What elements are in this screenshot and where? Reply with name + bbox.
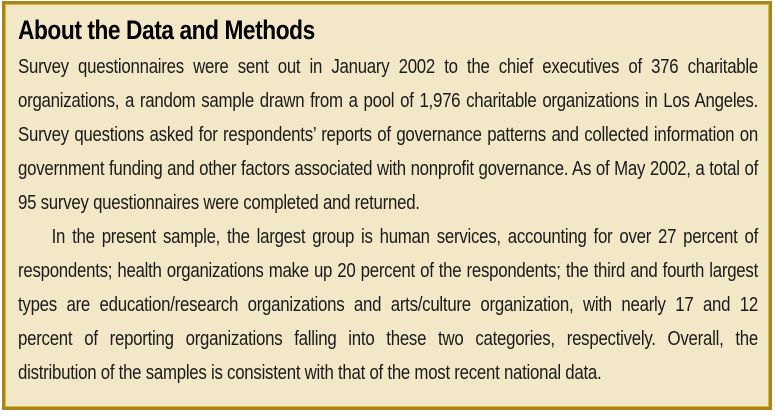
about-data-methods-box: About the Data and Methods Survey questi… — [2, 1, 772, 410]
box-title: About the Data and Methods — [18, 15, 315, 45]
paragraph-sample-composition: In the present sample, the largest group… — [18, 226, 758, 384]
paragraph-survey-overview: Survey questionnaires were sent out in J… — [18, 56, 758, 214]
